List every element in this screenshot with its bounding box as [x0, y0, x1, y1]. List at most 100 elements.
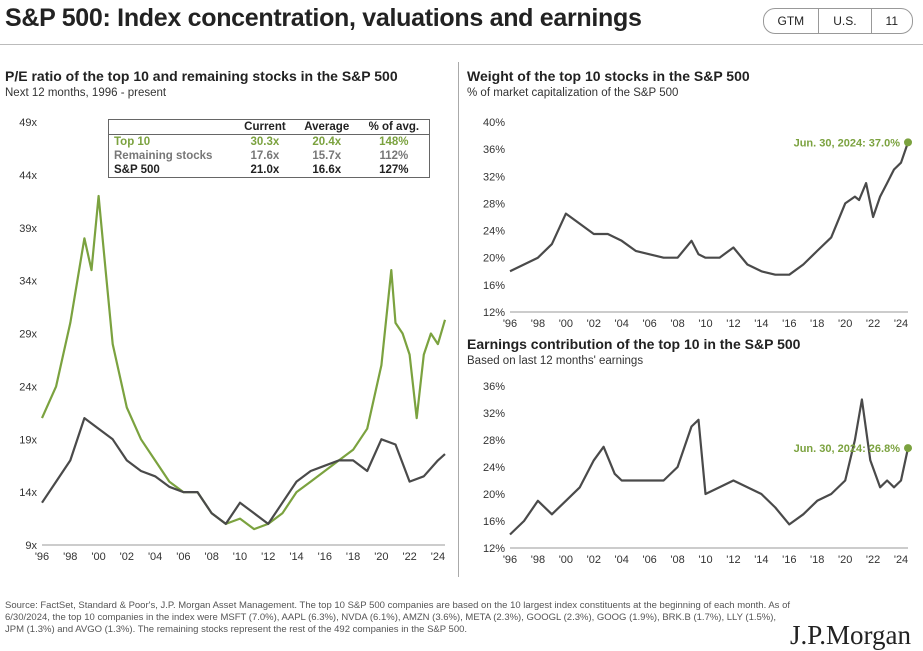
col-header: % of avg. — [368, 121, 420, 133]
x-tick-label: '96 — [503, 554, 517, 566]
x-tick-label: '00 — [559, 318, 573, 330]
y-tick-label: 28% — [483, 435, 505, 447]
x-tick-label: '08 — [670, 318, 684, 330]
table-row: S&P 500 21.0x 16.6x 127% — [109, 163, 430, 178]
x-tick-label: '06 — [176, 551, 190, 563]
cell: 20.4x — [312, 136, 342, 148]
x-tick-label: '98 — [531, 318, 545, 330]
badges: GTM U.S. 11 — [762, 8, 913, 34]
x-tick-label: '02 — [120, 551, 134, 563]
x-tick-label: '24 — [431, 551, 445, 563]
x-tick-label: '12 — [261, 551, 275, 563]
col-header: Current — [244, 121, 286, 133]
y-tick-label: 9x — [25, 540, 37, 552]
series-line-top-10 — [40, 194, 447, 531]
x-tick-label: '14 — [289, 551, 303, 563]
x-tick-label: '00 — [559, 554, 573, 566]
x-tick-label: '12 — [726, 318, 740, 330]
y-tick-label: 20% — [483, 253, 505, 265]
col-header: Average — [304, 121, 350, 133]
x-tick-label: '14 — [754, 554, 768, 566]
badge-region: U.S. — [819, 9, 872, 33]
cell: 21.0x — [250, 164, 280, 176]
chart2-title: Weight of the top 10 stocks in the S&P 5… — [467, 68, 750, 84]
chart3-title: Earnings contribution of the top 10 in t… — [467, 336, 801, 352]
y-tick-label: 29x — [19, 329, 37, 341]
cell: Remaining stocks — [114, 150, 213, 162]
pe-summary-table: Current Average % of avg. Top 10 30.3x 20.… — [108, 119, 430, 178]
y-tick-label: 24x — [19, 381, 37, 393]
x-tick-label: '02 — [587, 554, 601, 566]
page-title: S&P 500: Index concentration, valuations… — [5, 4, 642, 32]
x-tick-label: '22 — [866, 554, 880, 566]
x-tick-label: '96 — [35, 551, 49, 563]
cell: 127% — [379, 164, 409, 176]
cell: Top 10 — [114, 136, 151, 148]
x-tick-label: '22 — [402, 551, 416, 563]
y-tick-label: 16% — [483, 516, 505, 528]
x-tick-label: '18 — [810, 318, 824, 330]
x-tick-label: '06 — [642, 318, 656, 330]
source-note: Source: FactSet, Standard & Poor's, J.P.… — [5, 600, 790, 635]
y-tick-label: 40% — [483, 117, 505, 129]
end-point-annotation: Jun. 30, 2024: 26.8% — [794, 443, 901, 455]
y-tick-label: 32% — [483, 171, 505, 183]
x-tick-label: '98 — [63, 551, 77, 563]
series-line-remaining-stocks — [41, 417, 446, 526]
y-tick-label: 12% — [483, 307, 505, 319]
cell: 16.6x — [312, 164, 342, 176]
cell: 15.7x — [312, 150, 342, 162]
x-tick-label: '98 — [531, 554, 545, 566]
x-tick-label: '16 — [318, 551, 332, 563]
x-tick-label: '08 — [670, 554, 684, 566]
y-tick-label: 39x — [19, 223, 37, 235]
x-tick-label: '16 — [782, 554, 796, 566]
x-tick-label: '24 — [894, 554, 908, 566]
y-tick-label: 34x — [19, 276, 37, 288]
col-header — [109, 120, 235, 135]
end-point-annotation: Jun. 30, 2024: 37.0% — [794, 137, 901, 149]
cell: 148% — [379, 136, 409, 148]
badge-gtm: GTM — [764, 9, 820, 33]
x-tick-label: '04 — [615, 318, 629, 330]
x-tick-label: '10 — [233, 551, 247, 563]
chart3-subtitle: Based on last 12 months' earnings — [467, 355, 644, 367]
series-line-earnings-contribution — [509, 398, 910, 536]
x-tick-label: '08 — [205, 551, 219, 563]
x-tick-label: '18 — [810, 554, 824, 566]
table-row: Top 10 30.3x 20.4x 148% — [109, 135, 430, 150]
y-tick-label: 12% — [483, 543, 505, 555]
y-tick-label: 20% — [483, 489, 505, 501]
y-tick-label: 28% — [483, 198, 505, 210]
cell: 17.6x — [250, 150, 280, 162]
x-tick-label: '96 — [503, 318, 517, 330]
end-point-marker — [904, 138, 912, 147]
y-tick-label: 49x — [19, 117, 37, 129]
x-tick-label: '04 — [615, 554, 629, 566]
y-tick-label: 16% — [483, 280, 505, 292]
series-line-top-10-weight — [509, 142, 910, 276]
x-tick-label: '18 — [346, 551, 360, 563]
x-tick-label: '22 — [866, 318, 880, 330]
x-tick-label: '16 — [782, 318, 796, 330]
y-tick-label: 36% — [483, 381, 505, 393]
x-tick-label: '20 — [838, 554, 852, 566]
y-tick-label: 24% — [483, 226, 505, 238]
chart1-subtitle: Next 12 months, 1996 - present — [5, 87, 167, 99]
jpmorgan-logo: J.P.Morgan — [789, 620, 911, 650]
y-tick-label: 19x — [19, 434, 37, 446]
header-divider — [0, 44, 923, 45]
y-tick-label: 36% — [483, 144, 505, 156]
table-row: Remaining stocks 17.6x 15.7x 112% — [109, 149, 430, 163]
x-tick-label: '10 — [698, 554, 712, 566]
y-tick-label: 14x — [19, 487, 37, 499]
end-point-marker — [904, 444, 912, 453]
x-tick-label: '24 — [894, 318, 908, 330]
y-tick-label: 32% — [483, 408, 505, 420]
chart2-subtitle: % of market capitalization of the S&P 50… — [467, 87, 679, 99]
panel-divider — [458, 62, 459, 577]
x-tick-label: '12 — [726, 554, 740, 566]
x-tick-label: '10 — [698, 318, 712, 330]
cell: 30.3x — [250, 136, 280, 148]
cell: 112% — [379, 150, 409, 162]
